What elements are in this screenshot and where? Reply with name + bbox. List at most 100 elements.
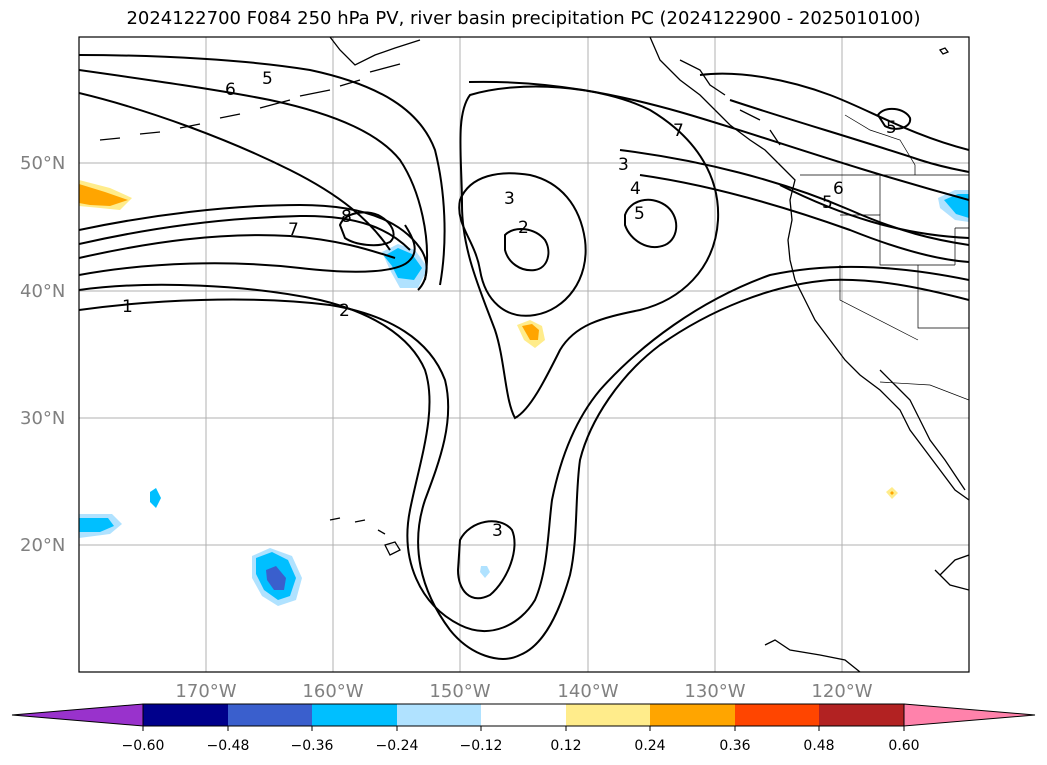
contour-label: 7 xyxy=(288,220,299,240)
pv-contour-4 xyxy=(79,214,411,251)
mexico-coast xyxy=(939,554,969,576)
contour-label: 3 xyxy=(504,189,515,209)
pv-contour-2 xyxy=(79,265,969,632)
pv-closed-5 xyxy=(624,198,678,248)
contour-label: 6 xyxy=(833,179,844,199)
pv-contour-northeast xyxy=(729,99,969,173)
borders xyxy=(800,114,969,401)
lat-label: 30°N xyxy=(20,408,65,429)
alaska-islands xyxy=(99,63,401,141)
pv-contour-north-4 xyxy=(699,72,969,151)
us-state-border-5 xyxy=(954,227,969,265)
pv-contour-6 xyxy=(79,92,391,251)
negative-anomaly-west-tropics-core xyxy=(79,518,114,532)
latitude-labels: 50°N 40°N 30°N 20°N xyxy=(20,153,65,556)
colorbar-swatch xyxy=(650,704,735,726)
pv-contours xyxy=(79,54,969,660)
colorbar-tick-label: −0.60 xyxy=(122,738,165,754)
pv-closed-5-right xyxy=(876,107,912,130)
colorbar-tick-label: 0.36 xyxy=(719,738,750,754)
negative-anomaly-tiny xyxy=(480,566,490,578)
colorbar-swatch xyxy=(566,704,650,726)
colorbar-swatch xyxy=(735,704,819,726)
contour-label: 1 xyxy=(122,297,133,317)
lon-label: 140°W xyxy=(557,681,618,702)
hawaii-islands xyxy=(329,517,401,556)
us-mexico-border xyxy=(879,381,969,401)
negative-anomaly-hawaii-west-core xyxy=(266,566,286,590)
negative-anomaly-nw-coast-core xyxy=(944,194,969,218)
pv-contour-north-1 xyxy=(468,80,969,201)
pv-contour-5 xyxy=(79,203,428,291)
pv-closed-3-left xyxy=(458,172,587,317)
contour-labels: 1 2 2 3 3 4 5 5 5 6 6 7 7 8 3 5 xyxy=(122,69,897,541)
colorbar-tick-label: −0.12 xyxy=(460,738,503,754)
north-america-west-coast xyxy=(649,37,969,501)
colorbar-tick-label: 0.48 xyxy=(803,738,834,754)
contour-label: 4 xyxy=(630,179,641,199)
mexico-coast-2 xyxy=(934,569,969,591)
pv-contour-3a xyxy=(79,224,416,276)
contour-label: 2 xyxy=(518,218,529,238)
longitude-labels: 170°W 160°W 150°W 140°W 130°W 120°W xyxy=(175,681,872,702)
colorbar-swatch xyxy=(397,704,481,726)
negative-anomaly-small xyxy=(150,488,161,508)
lat-label: 40°N xyxy=(20,281,65,302)
contour-label: 5 xyxy=(822,193,833,213)
colorbar-tick-label: 0.24 xyxy=(634,738,665,754)
gridlines xyxy=(79,37,969,672)
contour-label: 3 xyxy=(492,521,503,541)
gulf-california-south xyxy=(764,639,861,672)
us-state-border-4 xyxy=(839,265,919,341)
plot-frame xyxy=(78,36,970,673)
pv-contour-7 xyxy=(79,69,428,281)
positive-anomaly-center-core xyxy=(522,324,539,340)
contour-label: 6 xyxy=(225,80,236,100)
contour-label: 5 xyxy=(634,204,645,224)
us-state-border-3 xyxy=(917,265,969,329)
colorbar-swatch xyxy=(312,704,397,726)
pv-contour-3b xyxy=(79,234,396,259)
island-marker-1 xyxy=(938,47,950,55)
colorbar-swatch xyxy=(143,704,228,726)
lon-label: 120°W xyxy=(811,681,872,702)
map-title: 2024122700 F084 250 hPa PV, river basin … xyxy=(126,8,921,29)
colorbar-tick-label: −0.36 xyxy=(291,738,334,754)
pv-contour-north-2 xyxy=(619,149,969,246)
lon-label: 170°W xyxy=(175,681,236,702)
lon-label: 150°W xyxy=(429,681,490,702)
colorbar-tick-label: −0.24 xyxy=(376,738,419,754)
canada-province-border xyxy=(844,114,916,175)
colorbar: −0.60 −0.48 −0.36 −0.24 −0.12 0.12 0.24 … xyxy=(11,703,1036,754)
contour-label: 8 xyxy=(341,207,352,227)
colorbar-extend-right xyxy=(903,703,1036,727)
pv-closed-2 xyxy=(504,228,550,272)
pv-contour-north-3 xyxy=(639,174,969,263)
alaska-mainland xyxy=(329,37,421,66)
colorbar-tick-label: −0.48 xyxy=(207,738,250,754)
lat-label: 20°N xyxy=(20,535,65,556)
colorbar-tick-label: 0.12 xyxy=(550,738,581,754)
baja-california xyxy=(879,369,966,491)
pv-contour-right-1 xyxy=(779,184,969,239)
pv-contour-1 xyxy=(79,278,969,660)
plot-area xyxy=(79,37,969,672)
colorbar-frame xyxy=(142,703,905,727)
colorbar-swatch xyxy=(819,704,904,726)
colorbar-swatch xyxy=(481,704,566,726)
pv-closed-8 xyxy=(338,211,395,247)
contour-label: 3 xyxy=(618,155,629,175)
lon-label: 130°W xyxy=(684,681,745,702)
positive-anomaly-west-core xyxy=(79,184,128,206)
lat-label: 50°N xyxy=(20,153,65,174)
contour-label: 5 xyxy=(886,118,897,138)
colorbar-tick-label: 0.60 xyxy=(888,738,919,754)
contour-label: 5 xyxy=(262,69,273,89)
contour-label: 7 xyxy=(673,121,684,141)
pv-contour-central-loop xyxy=(459,85,720,420)
pv-contour-8 xyxy=(79,54,446,286)
contour-label: 2 xyxy=(339,301,350,321)
colorbar-ticks xyxy=(142,726,905,731)
colorbar-extend-left xyxy=(11,703,144,727)
